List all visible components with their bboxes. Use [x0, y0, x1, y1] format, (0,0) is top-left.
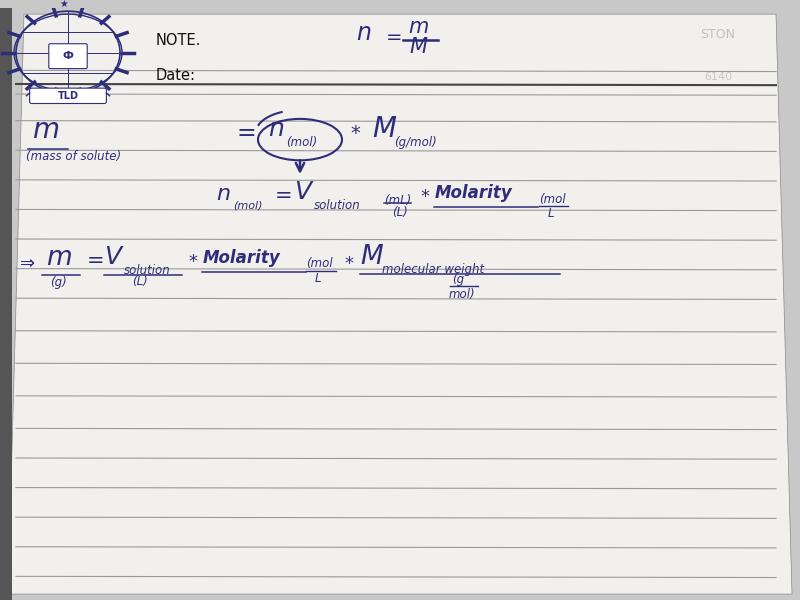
- Text: solution: solution: [314, 199, 360, 212]
- Text: (mass of solute): (mass of solute): [26, 150, 122, 163]
- Text: $*$: $*$: [420, 186, 430, 204]
- FancyBboxPatch shape: [30, 88, 106, 104]
- Text: $\it{m}$: $\it{m}$: [32, 116, 59, 145]
- Text: $\it{n}$: $\it{n}$: [268, 117, 284, 141]
- Text: (g/mol): (g/mol): [394, 136, 437, 149]
- Text: $\it{m}$: $\it{m}$: [46, 245, 72, 271]
- Bar: [0, 8, 12, 600]
- Text: molecular weight: molecular weight: [382, 263, 484, 276]
- Text: mol): mol): [449, 287, 475, 301]
- Text: $\it{n}$: $\it{n}$: [356, 20, 371, 44]
- Text: (mol): (mol): [286, 136, 318, 149]
- FancyBboxPatch shape: [49, 44, 87, 68]
- Text: Molarity: Molarity: [202, 248, 280, 266]
- Text: $=$: $=$: [270, 184, 291, 204]
- Text: (mol: (mol: [539, 193, 566, 206]
- Text: 6140: 6140: [704, 73, 732, 82]
- Polygon shape: [8, 14, 792, 594]
- Text: Molarity: Molarity: [434, 184, 512, 202]
- Text: $\Rightarrow$: $\Rightarrow$: [16, 253, 36, 271]
- Text: L: L: [547, 207, 554, 220]
- Text: $=$: $=$: [82, 249, 104, 269]
- Text: STON: STON: [700, 28, 735, 41]
- Text: (L): (L): [132, 275, 148, 287]
- Text: $*$: $*$: [344, 253, 354, 271]
- Text: (g: (g: [452, 274, 464, 286]
- Text: $=$: $=$: [232, 119, 256, 143]
- Text: $\it{m}$: $\it{m}$: [408, 17, 429, 37]
- Text: $\it{V}$: $\it{V}$: [294, 180, 315, 204]
- Text: TLD: TLD: [58, 91, 78, 101]
- Text: L: L: [314, 272, 321, 284]
- Text: $\it{M}$: $\it{M}$: [360, 244, 384, 270]
- Text: (g): (g): [50, 276, 66, 289]
- Text: $\it{M}$: $\it{M}$: [372, 115, 398, 143]
- Text: (mol): (mol): [234, 201, 263, 211]
- Text: NOTE.: NOTE.: [156, 33, 202, 48]
- Text: $*$: $*$: [350, 122, 362, 141]
- Text: ★: ★: [60, 0, 68, 9]
- Text: $\it{V}$: $\it{V}$: [104, 245, 125, 269]
- Text: (mL): (mL): [384, 194, 411, 207]
- Text: (mol: (mol: [306, 257, 333, 271]
- Text: solution: solution: [124, 264, 170, 277]
- Text: $*$: $*$: [188, 251, 198, 269]
- Text: Ф: Ф: [62, 50, 74, 61]
- Text: $=$: $=$: [382, 26, 402, 45]
- Text: Date:: Date:: [156, 68, 196, 83]
- Text: $\it{M}$: $\it{M}$: [409, 37, 428, 57]
- Text: (L): (L): [392, 206, 408, 219]
- Text: $\it{n}$: $\it{n}$: [216, 184, 230, 204]
